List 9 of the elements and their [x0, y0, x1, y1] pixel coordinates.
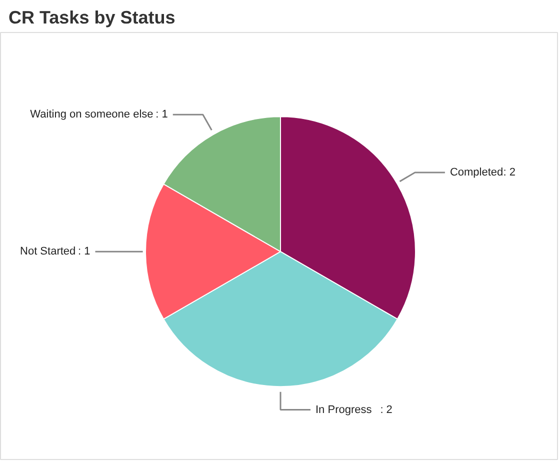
slice-label: In Progress	[316, 404, 372, 416]
data-label: : 2	[380, 404, 392, 416]
slice-label: Waiting on someone else	[30, 108, 154, 121]
data-label: : 1	[78, 246, 90, 258]
data-label: : 1	[156, 108, 168, 121]
slice-label: Completed	[450, 166, 504, 178]
data-label: : 2	[503, 166, 516, 178]
chart-title: CR Tasks by Status	[8, 8, 176, 28]
slice-label: Not Started	[20, 246, 76, 258]
